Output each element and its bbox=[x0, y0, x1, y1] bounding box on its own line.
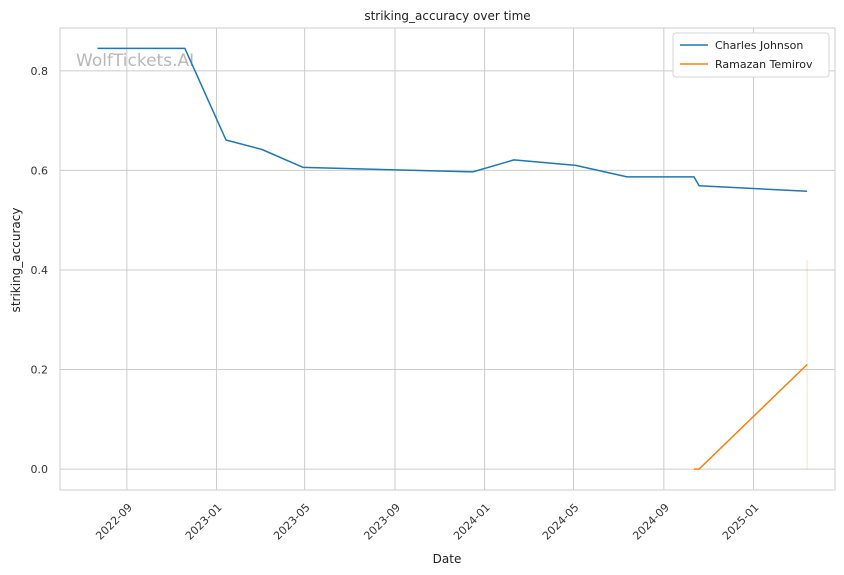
series-line bbox=[97, 47, 808, 193]
y-axis-ticks: 0.0 0.2 0.4 0.6 0.8 bbox=[31, 65, 49, 476]
y-tick-label: 0.6 bbox=[31, 164, 49, 177]
y-tick-label: 0.0 bbox=[31, 463, 49, 476]
legend-label: Charles Johnson bbox=[715, 39, 803, 52]
legend-box bbox=[672, 32, 830, 78]
x-axis-label: Date bbox=[433, 552, 462, 566]
y-tick-label: 0.8 bbox=[31, 65, 49, 78]
gridlines bbox=[60, 28, 835, 490]
plot-frame bbox=[59, 27, 836, 491]
y-tick-label: 0.4 bbox=[31, 264, 49, 277]
chart-title: striking_accuracy over time bbox=[364, 9, 530, 23]
y-tick-label: 0.2 bbox=[31, 364, 49, 377]
series-lines bbox=[97, 47, 808, 470]
legend-items: Charles Johnson Ramazan Temirov bbox=[680, 39, 813, 71]
watermark-text: WolfTickets.AI bbox=[76, 51, 194, 71]
series-line bbox=[694, 363, 808, 470]
legend-label: Ramazan Temirov bbox=[715, 58, 813, 71]
y-axis-label: striking_accuracy bbox=[9, 208, 23, 313]
legend: Charles Johnson Ramazan Temirov bbox=[672, 32, 830, 78]
